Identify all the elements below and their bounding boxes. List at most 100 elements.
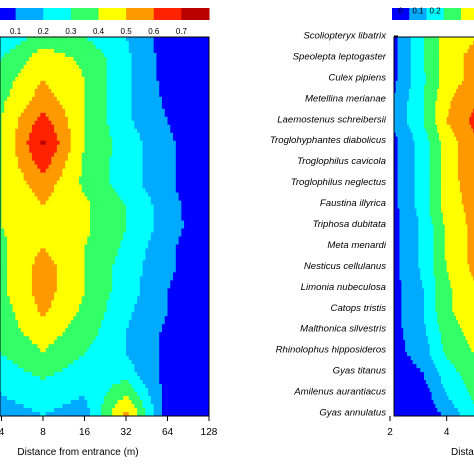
contour-cell: [62, 140, 66, 146]
contour-cell: [84, 76, 88, 82]
contour-cell: [4, 44, 8, 50]
contour-cell: [34, 100, 39, 106]
contour-cell: [109, 124, 113, 130]
contour-cell: [29, 168, 33, 174]
contour-cell: [137, 212, 141, 218]
contour-cell: [200, 188, 205, 194]
contour-cell: [156, 152, 160, 158]
contour-cell: [117, 196, 122, 202]
contour-cell: [1, 176, 5, 182]
contour-cell: [161, 180, 166, 186]
contour-cell: [12, 144, 16, 150]
contour-cell: [31, 184, 36, 190]
contour-cell: [29, 68, 33, 74]
contour-cell: [181, 84, 185, 90]
contour-cell: [92, 140, 97, 146]
contour-cell: [161, 44, 166, 50]
contour-cell: [167, 64, 171, 70]
contour-cell: [203, 152, 207, 158]
contour-cell: [7, 248, 11, 254]
contour-cell: [101, 220, 105, 226]
contour-cell: [114, 112, 119, 118]
contour-cell: [20, 200, 25, 206]
contour-cell: [26, 232, 30, 238]
contour-cell: [26, 164, 30, 170]
contour-cell: [0, 144, 3, 150]
contour-cell: [20, 144, 25, 150]
contour-cell: [15, 212, 19, 218]
contour-cell: [195, 140, 199, 146]
contour-cell: [139, 140, 144, 146]
contour-cell: [54, 136, 58, 142]
contour-cell: [87, 40, 91, 46]
contour-cell: [139, 172, 144, 178]
contour-cell: [98, 44, 102, 50]
contour-cell: [170, 136, 174, 142]
contour-cell: [70, 192, 75, 198]
contour-cell: [126, 252, 130, 258]
contour-cell: [150, 132, 155, 138]
contour-cell: [195, 148, 199, 154]
contour-cell: [131, 244, 135, 250]
contour-cell: [15, 128, 19, 134]
contour-cell: [29, 56, 33, 62]
contour-cell: [175, 52, 180, 58]
contour-cell: [156, 37, 160, 42]
contour-cell: [56, 120, 61, 126]
contour-cell: [203, 208, 207, 214]
contour-cell: [54, 140, 58, 146]
contour-cell: [84, 192, 88, 198]
contour-cell: [15, 60, 19, 66]
contour-cell: [92, 208, 97, 214]
contour-cell: [186, 208, 191, 214]
contour-cell: [161, 172, 166, 178]
contour-cell: [120, 104, 124, 110]
contour-cell: [128, 232, 133, 238]
contour-cell: [18, 220, 22, 226]
contour-cell: [0, 116, 3, 122]
contour-cell: [137, 140, 141, 146]
contour-cell: [51, 68, 55, 74]
contour-cell: [1, 80, 5, 86]
contour-cell: [65, 124, 69, 130]
contour-cell: [195, 172, 199, 178]
contour-cell: [92, 48, 97, 54]
contour-cell: [98, 248, 102, 254]
contour-cell: [4, 176, 8, 182]
contour-cell: [195, 248, 199, 254]
contour-cell: [145, 80, 149, 86]
contour-cell: [134, 232, 138, 238]
contour-cell: [142, 236, 146, 242]
contour-cell: [184, 80, 188, 86]
contour-cell: [109, 136, 113, 142]
contour-cell: [59, 248, 63, 254]
contour-cell: [120, 204, 124, 210]
contour-cell: [153, 184, 158, 190]
contour-cell: [87, 124, 91, 130]
contour-cell: [159, 192, 163, 198]
contour-cell: [173, 244, 177, 250]
contour-cell: [175, 37, 180, 42]
contour-cell: [31, 256, 36, 262]
contour-cell: [206, 64, 209, 70]
contour-cell: [150, 228, 155, 234]
contour-cell: [62, 144, 66, 150]
contour-cell: [15, 140, 19, 146]
contour-cell: [65, 68, 69, 74]
contour-cell: [37, 37, 41, 42]
contour-cell: [0, 104, 3, 110]
contour-cell: [126, 224, 130, 230]
contour-cell: [109, 76, 113, 82]
contour-cell: [101, 236, 105, 242]
contour-cell: [26, 204, 30, 210]
contour-cell: [43, 204, 47, 210]
contour-cell: [137, 200, 141, 206]
contour-cell: [29, 204, 33, 210]
contour-cell: [78, 120, 83, 126]
contour-cell: [206, 200, 209, 206]
contour-cell: [1, 100, 5, 106]
contour-cell: [114, 136, 119, 142]
contour-cell: [159, 164, 163, 170]
contour-cell: [109, 232, 113, 238]
contour-cell: [45, 184, 50, 190]
